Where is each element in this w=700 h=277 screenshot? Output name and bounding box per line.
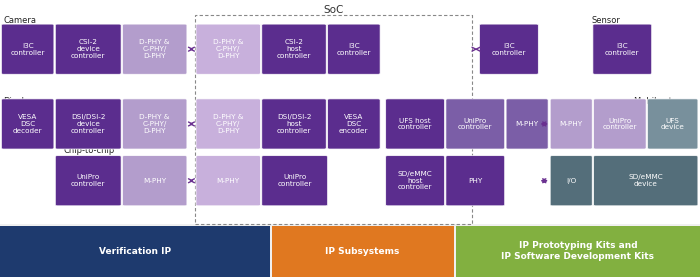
FancyBboxPatch shape [480, 24, 538, 74]
FancyBboxPatch shape [196, 156, 260, 206]
Text: SD/eMMC
device: SD/eMMC device [629, 174, 663, 187]
Text: UFS
device: UFS device [661, 117, 685, 130]
Bar [456, 226, 700, 277]
Text: UniPro
controller: UniPro controller [458, 117, 493, 130]
Text: UniPro
controller: UniPro controller [603, 117, 637, 130]
FancyBboxPatch shape [328, 24, 380, 74]
Text: Camera: Camera [4, 16, 36, 25]
Text: UniPro
controller: UniPro controller [71, 174, 106, 187]
Text: I3C
controller: I3C controller [605, 43, 640, 56]
Text: SoC: SoC [323, 5, 344, 15]
FancyBboxPatch shape [594, 99, 646, 149]
Text: PHY: PHY [468, 178, 482, 184]
Text: I/O: I/O [566, 178, 576, 184]
FancyBboxPatch shape [55, 99, 121, 149]
Text: VESA
DSC
encoder: VESA DSC encoder [339, 114, 369, 134]
Text: UniPro
controller: UniPro controller [277, 174, 312, 187]
FancyBboxPatch shape [550, 99, 592, 149]
FancyBboxPatch shape [1, 24, 54, 74]
FancyBboxPatch shape [122, 156, 187, 206]
Text: VESA
DSC
decoder: VESA DSC decoder [13, 114, 43, 134]
Text: M-PHY: M-PHY [216, 178, 240, 184]
FancyBboxPatch shape [122, 24, 187, 74]
Text: D-PHY &
C-PHY/
D-PHY: D-PHY & C-PHY/ D-PHY [213, 39, 244, 59]
FancyBboxPatch shape [594, 156, 698, 206]
FancyBboxPatch shape [262, 99, 326, 149]
FancyBboxPatch shape [55, 24, 121, 74]
Text: M-PHY: M-PHY [559, 121, 583, 127]
Text: Display: Display [4, 97, 34, 106]
FancyBboxPatch shape [196, 24, 260, 74]
FancyBboxPatch shape [386, 156, 444, 206]
Bar [0, 0, 700, 224]
FancyBboxPatch shape [1, 99, 54, 149]
Text: I3C
controller: I3C controller [10, 43, 45, 56]
Text: Verification IP: Verification IP [99, 247, 171, 256]
Text: D-PHY &
C-PHY/
D-PHY: D-PHY & C-PHY/ D-PHY [213, 114, 244, 134]
Text: D-PHY &
C-PHY/
D-PHY: D-PHY & C-PHY/ D-PHY [139, 39, 170, 59]
Text: DSI/DSI-2
device
controller: DSI/DSI-2 device controller [71, 114, 106, 134]
Text: CSI-2
device
controller: CSI-2 device controller [71, 39, 106, 59]
FancyBboxPatch shape [262, 156, 328, 206]
Text: DSI/DSI-2
host
controller: DSI/DSI-2 host controller [276, 114, 312, 134]
FancyBboxPatch shape [196, 99, 260, 149]
Text: Sensor: Sensor [592, 16, 620, 25]
FancyBboxPatch shape [122, 99, 187, 149]
Text: M-PHY: M-PHY [515, 121, 539, 127]
Bar [195, 15, 472, 224]
FancyBboxPatch shape [328, 99, 380, 149]
Text: Chip-to-chip: Chip-to-chip [63, 147, 114, 155]
FancyBboxPatch shape [506, 99, 548, 149]
Bar [272, 226, 454, 277]
Bar [0, 226, 270, 277]
Text: M-PHY: M-PHY [143, 178, 167, 184]
Text: I3C
controller: I3C controller [337, 43, 371, 56]
FancyBboxPatch shape [262, 24, 326, 74]
FancyBboxPatch shape [446, 99, 505, 149]
FancyBboxPatch shape [446, 156, 505, 206]
Text: IP Prototyping Kits and
IP Software Development Kits: IP Prototyping Kits and IP Software Deve… [501, 241, 654, 261]
FancyBboxPatch shape [593, 24, 652, 74]
Text: SD/eMMC
host
controller: SD/eMMC host controller [398, 171, 433, 191]
Text: IP Subsystems: IP Subsystems [326, 247, 400, 256]
Text: D-PHY &
C-PHY/
D-PHY: D-PHY & C-PHY/ D-PHY [139, 114, 170, 134]
FancyBboxPatch shape [648, 99, 698, 149]
Text: UFS host
controller: UFS host controller [398, 117, 433, 130]
Text: Mobile storage: Mobile storage [634, 97, 696, 106]
Text: CSI-2
host
controller: CSI-2 host controller [276, 39, 312, 59]
FancyBboxPatch shape [55, 156, 121, 206]
FancyBboxPatch shape [550, 156, 592, 206]
FancyBboxPatch shape [386, 99, 444, 149]
Text: I3C
controller: I3C controller [491, 43, 526, 56]
